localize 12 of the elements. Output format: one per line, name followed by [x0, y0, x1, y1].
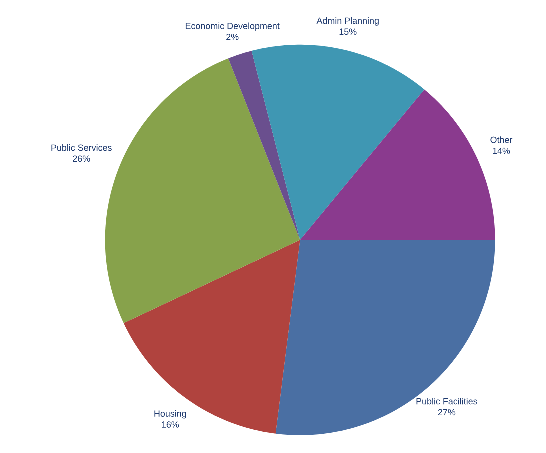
slice-label: Other	[490, 136, 513, 144]
slice-label: Economic Development	[186, 22, 280, 32]
data-label: 27%	[438, 409, 456, 416]
data-label: 15%	[340, 28, 357, 36]
slice-label: Public Services	[52, 144, 112, 152]
data-label: 26%	[73, 156, 90, 162]
slice-label: Admin Planning	[316, 18, 379, 26]
data-label: 16%	[162, 422, 180, 428]
slice-label: Housing	[154, 410, 186, 419]
slice-label: Public Facilities	[416, 398, 478, 405]
data-label: 2%	[226, 34, 239, 40]
data-label: 14%	[493, 148, 510, 154]
